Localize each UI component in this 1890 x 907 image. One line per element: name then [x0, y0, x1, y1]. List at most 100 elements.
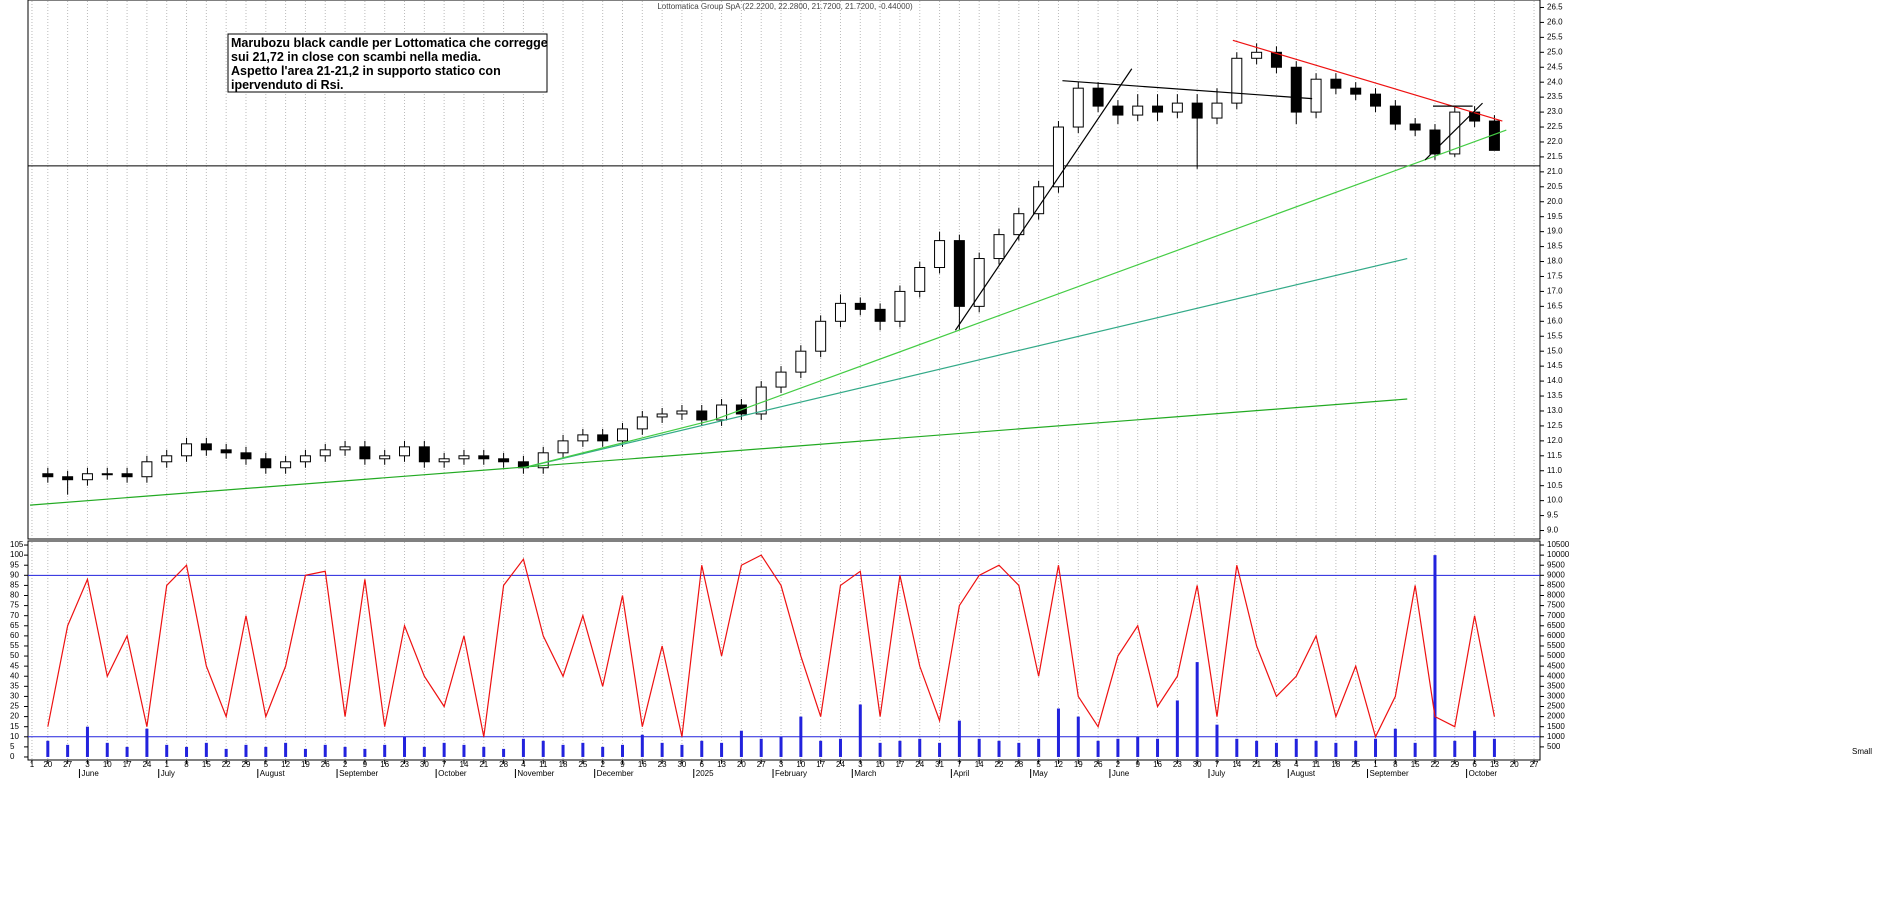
- y-tick-label: 11.5: [1547, 451, 1563, 460]
- volume-bar: [957, 720, 961, 757]
- candle-body: [498, 458, 510, 463]
- trendline: [523, 257, 1408, 469]
- chart-title: Lottomatica Group SpA (22.2200, 22.2800,…: [657, 2, 913, 11]
- volume-bar: [1215, 724, 1219, 757]
- x-tick-label: 2: [600, 760, 605, 769]
- x-tick-label: 28: [1014, 760, 1023, 769]
- y-tick-label: 25.5: [1547, 32, 1563, 41]
- y-tick-label: 40: [10, 671, 19, 680]
- x-tick-label: 13: [1490, 760, 1499, 769]
- x-tick-label: 23: [658, 760, 667, 769]
- candle-body: [319, 449, 331, 457]
- x-tick-label: 25: [1351, 760, 1360, 769]
- volume-bar: [1374, 738, 1378, 757]
- month-label: September: [1370, 769, 1409, 778]
- month-label: November: [517, 769, 554, 778]
- volume-bar: [462, 744, 466, 757]
- y2-tick-label: 6000: [1547, 631, 1565, 640]
- x-tick-label: 1: [1373, 760, 1378, 769]
- x-tick-label: 16: [380, 760, 389, 769]
- y-tick-label: 25.0: [1547, 47, 1563, 56]
- y2-tick-label: 1500: [1547, 722, 1565, 731]
- month-label: 2025: [696, 769, 714, 778]
- rsi-line: [47, 554, 1496, 739]
- candle-body: [953, 240, 965, 307]
- x-tick-label: 7: [957, 760, 962, 769]
- y-tick-label: 13.0: [1547, 406, 1563, 415]
- x-tick-label: 22: [222, 760, 231, 769]
- x-tick-label: 26: [321, 760, 330, 769]
- volume-bar: [145, 728, 149, 757]
- y-tick-label: 18.0: [1547, 257, 1563, 266]
- x-tick-label: 2: [1116, 760, 1121, 769]
- volume-bar: [303, 748, 307, 757]
- month-label: July: [1211, 769, 1225, 778]
- y2-tick-label: 1000: [1547, 732, 1565, 741]
- volume-bar: [878, 742, 882, 757]
- candle-body: [1449, 111, 1461, 155]
- candle-body: [62, 476, 74, 481]
- trendline: [1062, 80, 1313, 100]
- y2-tick-label: 4000: [1547, 671, 1565, 680]
- volume-bar: [1156, 738, 1160, 757]
- y2-tick-label: 3500: [1547, 681, 1565, 690]
- y-tick-label: 25: [10, 702, 19, 711]
- y-tick-label: 9.5: [1547, 511, 1559, 520]
- volume-bar: [997, 740, 1001, 757]
- y-tick-label: 65: [10, 621, 19, 630]
- candle-body: [438, 458, 450, 463]
- candle-body: [181, 443, 193, 457]
- candle-body: [854, 302, 866, 310]
- y2-tick-label: 9500: [1547, 560, 1565, 569]
- candle-body: [1052, 126, 1064, 188]
- volume-bar: [363, 748, 367, 757]
- month-label: September: [339, 769, 378, 778]
- candle-body: [1152, 105, 1164, 113]
- candle-body: [914, 267, 926, 292]
- x-tick-label: 22: [1431, 760, 1440, 769]
- volume-bar: [1235, 738, 1239, 757]
- x-tick-label: 12: [281, 760, 290, 769]
- candle-body: [973, 258, 985, 307]
- y-tick-label: 10: [10, 732, 19, 741]
- y-tick-label: 20: [10, 712, 19, 721]
- y-tick-label: 85: [10, 581, 19, 590]
- candle-body: [1211, 102, 1223, 119]
- volume-bar: [1492, 738, 1496, 757]
- x-tick-label: 18: [559, 760, 568, 769]
- volume-bar: [541, 740, 545, 757]
- y-tick-label: 24.5: [1547, 62, 1563, 71]
- x-tick-label: 9: [1135, 760, 1140, 769]
- y-tick-label: 0: [10, 752, 15, 761]
- candle-body: [220, 449, 232, 454]
- volume-bar: [759, 738, 763, 757]
- x-tick-label: 24: [915, 760, 924, 769]
- x-tick-label: 22: [995, 760, 1004, 769]
- month-label: July: [161, 769, 175, 778]
- x-tick-label: 26: [1094, 760, 1103, 769]
- x-tick-label: 7: [442, 760, 447, 769]
- volume-bar: [700, 740, 704, 757]
- candle-body: [934, 240, 946, 269]
- y-tick-label: 10.0: [1547, 496, 1563, 505]
- y2-tick-label: 8000: [1547, 591, 1565, 600]
- volume-bar: [244, 744, 248, 757]
- candle-body: [537, 452, 549, 469]
- x-tick-label: 9: [620, 760, 625, 769]
- candle-body: [81, 473, 93, 481]
- volume-bar: [1136, 736, 1140, 757]
- volume-bar: [204, 742, 208, 757]
- y-tick-label: 17.0: [1547, 287, 1563, 296]
- month-label: December: [597, 769, 634, 778]
- y-tick-label: 70: [10, 611, 19, 620]
- candle-body: [1409, 123, 1421, 131]
- volume-bar: [1274, 742, 1278, 757]
- y-tick-label: 12.0: [1547, 436, 1563, 445]
- x-tick-label: 10: [796, 760, 805, 769]
- month-label: June: [81, 769, 99, 778]
- volume-bar: [442, 742, 446, 757]
- month-label: October: [1469, 769, 1498, 778]
- x-tick-label: 2: [343, 760, 348, 769]
- volume-bar: [85, 726, 89, 757]
- volume-bar: [620, 744, 624, 757]
